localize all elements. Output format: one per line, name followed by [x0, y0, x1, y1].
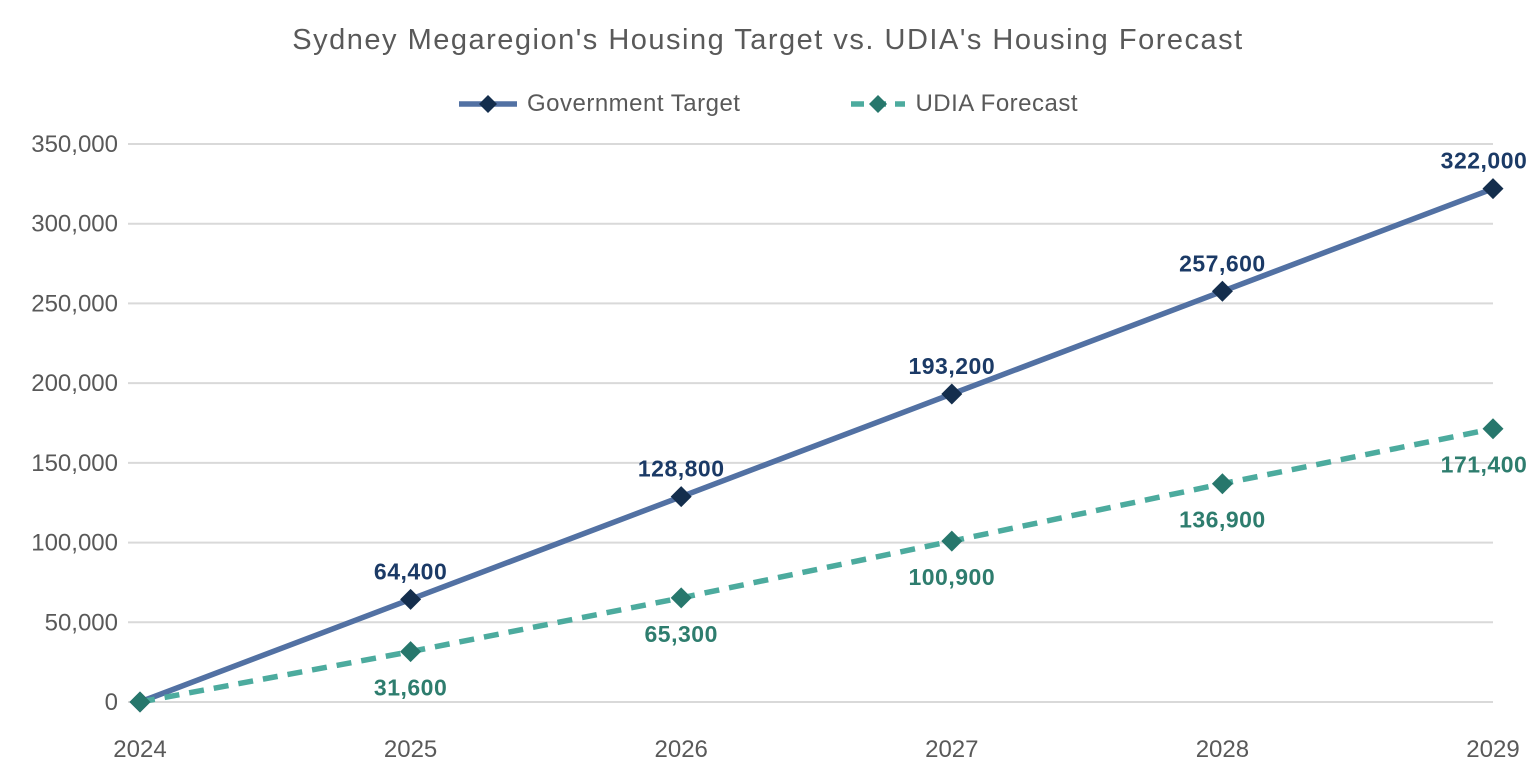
y-axis-tick-label: 250,000 [31, 290, 118, 317]
udia-forecast-marker [1482, 418, 1504, 440]
x-axis-tick-label: 2029 [1466, 736, 1519, 763]
y-axis-tick-label: 150,000 [31, 450, 118, 477]
udia-forecast-marker [129, 691, 151, 713]
udia-forecast-data-label: 171,400 [1441, 452, 1528, 478]
government-target-marker [1482, 178, 1504, 200]
legend-item-udia-forecast: UDIA Forecast [850, 90, 1078, 118]
y-axis-tick-label: 300,000 [31, 211, 118, 238]
chart-legend: Government Target UDIA Forecast [0, 90, 1536, 118]
udia-forecast-marker [400, 641, 422, 663]
government-target-marker [1211, 280, 1233, 302]
udia-forecast-marker [1211, 473, 1233, 495]
legend-label-government-target: Government Target [526, 90, 741, 117]
legend-item-government-target: Government Target [458, 90, 741, 118]
government-target-data-label: 64,400 [374, 558, 447, 584]
udia-forecast-data-label: 136,900 [1179, 507, 1266, 533]
government-target-line [139, 186, 1494, 705]
x-axis-tick-label: 2028 [1196, 736, 1249, 763]
y-axis-tick-label: 0 [105, 689, 118, 716]
government-target-line-swatch-icon [458, 95, 517, 113]
y-axis-tick-label: 100,000 [31, 530, 118, 557]
udia-forecast-marker [670, 587, 692, 609]
government-target-marker [670, 486, 692, 508]
udia-forecast-data-label: 100,900 [908, 564, 995, 590]
government-target-data-label: 322,000 [1441, 148, 1528, 174]
government-target-marker [941, 383, 963, 405]
y-axis-tick-label: 350,000 [31, 131, 118, 158]
udia-forecast-data-label: 31,600 [374, 675, 447, 701]
x-axis-tick-label: 2024 [113, 736, 166, 763]
udia-forecast-marker [941, 530, 963, 552]
government-target-data-label: 193,200 [908, 353, 995, 379]
government-target-marker [400, 588, 422, 610]
x-axis-tick-label: 2026 [655, 736, 708, 763]
x-axis-tick-label: 2027 [925, 736, 978, 763]
udia-forecast-data-label: 65,300 [645, 621, 718, 647]
chart-title: Sydney Megaregion's Housing Target vs. U… [292, 24, 1244, 56]
government-target-data-label: 128,800 [638, 456, 725, 482]
x-axis-tick-label: 2025 [384, 736, 437, 763]
government-target-data-label: 257,600 [1179, 250, 1266, 276]
y-axis-tick-label: 200,000 [31, 370, 118, 397]
y-axis-tick-label: 50,000 [45, 609, 118, 636]
legend-label-udia-forecast: UDIA Forecast [915, 90, 1079, 117]
udia-forecast-line-swatch-icon [851, 95, 906, 113]
udia-forecast-line [139, 426, 1494, 705]
